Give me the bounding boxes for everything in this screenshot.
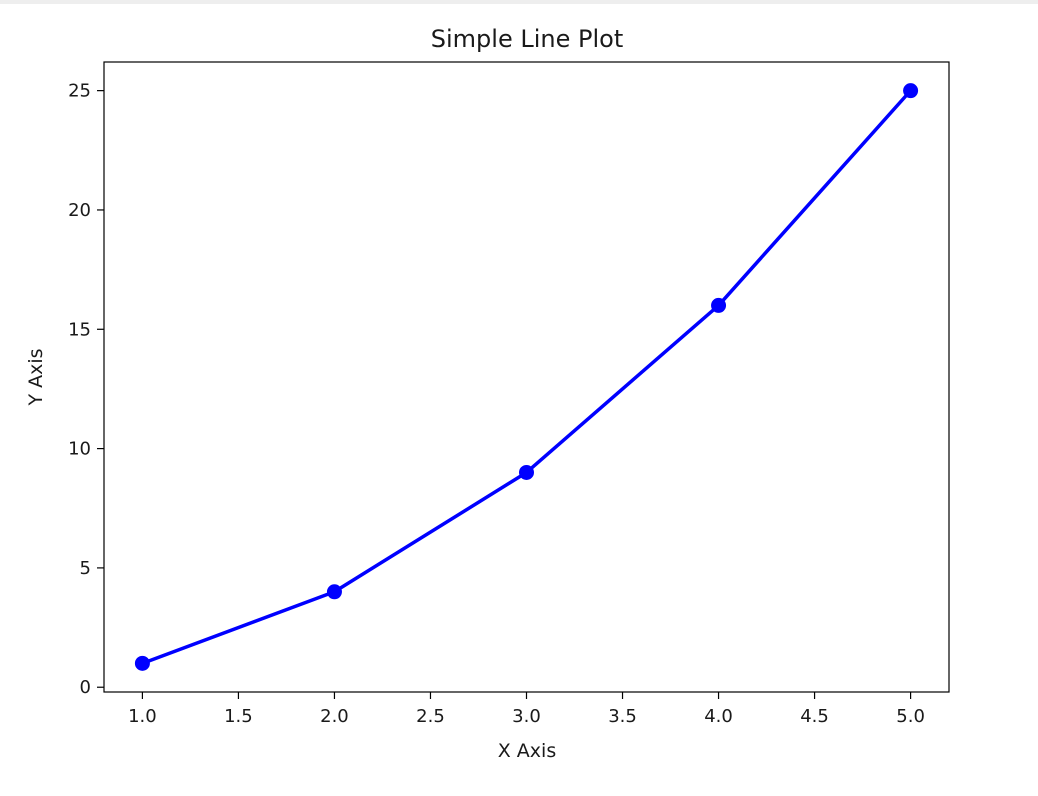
- x-tick-label: 5.0: [896, 706, 925, 727]
- x-tick-label: 3.0: [512, 706, 541, 727]
- data-point-marker: [903, 83, 919, 99]
- x-tick-label: 4.0: [704, 706, 733, 727]
- y-tick-label: 25: [68, 81, 91, 102]
- data-point-marker: [711, 297, 727, 313]
- window-top-strip: [0, 0, 1038, 4]
- series-layer: [134, 83, 919, 671]
- x-tick-label: 4.5: [800, 706, 829, 727]
- y-tick-label: 0: [80, 677, 91, 698]
- chart-title: Simple Line Plot: [431, 25, 623, 53]
- y-tick-label: 10: [68, 439, 91, 460]
- data-point-marker: [326, 584, 342, 600]
- x-axis-ticks: 1.0 1.5 2.0 2.5 3.0 3.5 4.0 4.5 5.0: [128, 692, 925, 727]
- y-tick-label: 5: [80, 558, 91, 579]
- y-tick-label: 15: [68, 319, 91, 340]
- y-axis-ticks: 0 5 10 15 20 25: [68, 81, 104, 698]
- plot-area-frame: [103, 61, 950, 693]
- data-point-marker: [519, 464, 534, 480]
- x-tick-label: 3.5: [608, 706, 637, 727]
- x-axis-label: X Axis: [498, 740, 556, 762]
- y-tick-label: 20: [68, 200, 91, 221]
- data-point-marker: [134, 655, 150, 671]
- x-tick-label: 1.0: [128, 706, 157, 727]
- x-tick-label: 1.5: [224, 706, 253, 727]
- y-axis-label: Y Axis: [25, 348, 47, 406]
- x-tick-label: 2.0: [320, 706, 349, 727]
- series-line: [141, 89, 912, 666]
- x-tick-label: 2.5: [416, 706, 445, 727]
